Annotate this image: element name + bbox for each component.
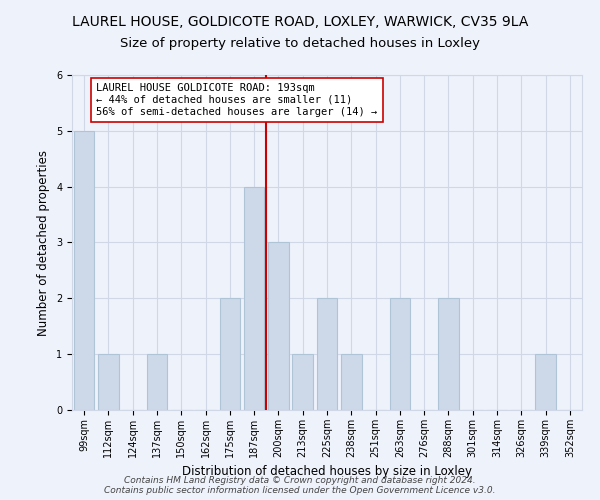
Bar <box>341 354 362 410</box>
Text: LAUREL HOUSE, GOLDICOTE ROAD, LOXLEY, WARWICK, CV35 9LA: LAUREL HOUSE, GOLDICOTE ROAD, LOXLEY, WA… <box>72 15 528 29</box>
Bar <box>292 354 313 410</box>
Text: Size of property relative to detached houses in Loxley: Size of property relative to detached ho… <box>120 38 480 51</box>
Bar <box>438 298 459 410</box>
Bar <box>317 298 337 410</box>
X-axis label: Distribution of detached houses by size in Loxley: Distribution of detached houses by size … <box>182 466 472 478</box>
Y-axis label: Number of detached properties: Number of detached properties <box>37 150 50 336</box>
Bar <box>268 242 289 410</box>
Bar <box>74 131 94 410</box>
Text: LAUREL HOUSE GOLDICOTE ROAD: 193sqm
← 44% of detached houses are smaller (11)
56: LAUREL HOUSE GOLDICOTE ROAD: 193sqm ← 44… <box>96 84 377 116</box>
Bar <box>244 186 265 410</box>
Bar <box>535 354 556 410</box>
Bar <box>98 354 119 410</box>
Text: Contains HM Land Registry data © Crown copyright and database right 2024.
Contai: Contains HM Land Registry data © Crown c… <box>104 476 496 495</box>
Bar <box>389 298 410 410</box>
Bar <box>146 354 167 410</box>
Bar <box>220 298 240 410</box>
